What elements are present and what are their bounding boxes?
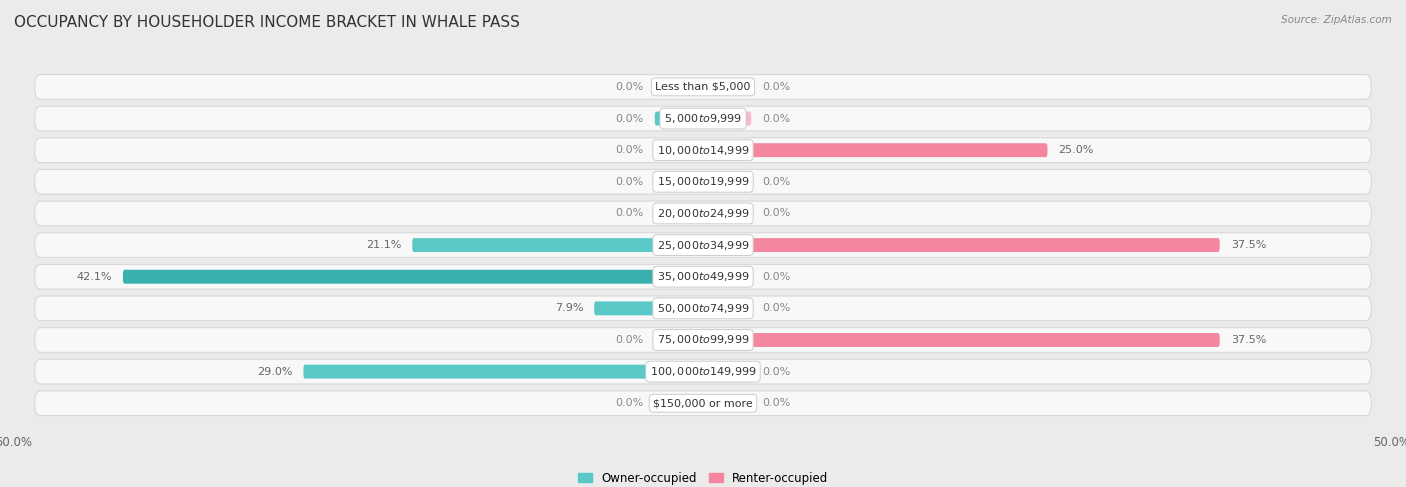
FancyBboxPatch shape (35, 233, 1371, 258)
Text: $20,000 to $24,999: $20,000 to $24,999 (657, 207, 749, 220)
FancyBboxPatch shape (703, 365, 751, 378)
Text: Source: ZipAtlas.com: Source: ZipAtlas.com (1281, 15, 1392, 25)
Text: 0.0%: 0.0% (616, 398, 644, 408)
Text: 0.0%: 0.0% (762, 82, 790, 92)
Text: 37.5%: 37.5% (1230, 240, 1267, 250)
FancyBboxPatch shape (35, 391, 1371, 415)
FancyBboxPatch shape (655, 175, 703, 189)
Text: OCCUPANCY BY HOUSEHOLDER INCOME BRACKET IN WHALE PASS: OCCUPANCY BY HOUSEHOLDER INCOME BRACKET … (14, 15, 520, 30)
FancyBboxPatch shape (703, 270, 751, 283)
FancyBboxPatch shape (703, 396, 751, 410)
Text: 0.0%: 0.0% (616, 335, 644, 345)
FancyBboxPatch shape (703, 333, 1219, 347)
FancyBboxPatch shape (703, 301, 751, 315)
Text: $10,000 to $14,999: $10,000 to $14,999 (657, 144, 749, 157)
FancyBboxPatch shape (595, 301, 703, 315)
Text: 0.0%: 0.0% (762, 177, 790, 187)
FancyBboxPatch shape (35, 328, 1371, 352)
FancyBboxPatch shape (35, 75, 1371, 99)
Text: $100,000 to $149,999: $100,000 to $149,999 (650, 365, 756, 378)
Text: 0.0%: 0.0% (616, 145, 644, 155)
FancyBboxPatch shape (655, 112, 703, 126)
Text: $5,000 to $9,999: $5,000 to $9,999 (664, 112, 742, 125)
Text: 0.0%: 0.0% (762, 272, 790, 281)
FancyBboxPatch shape (304, 365, 703, 378)
Text: 29.0%: 29.0% (257, 367, 292, 376)
Text: 0.0%: 0.0% (762, 398, 790, 408)
FancyBboxPatch shape (655, 80, 703, 94)
FancyBboxPatch shape (35, 138, 1371, 163)
FancyBboxPatch shape (35, 264, 1371, 289)
Text: $15,000 to $19,999: $15,000 to $19,999 (657, 175, 749, 188)
Text: 25.0%: 25.0% (1059, 145, 1094, 155)
Text: 7.9%: 7.9% (554, 303, 583, 313)
FancyBboxPatch shape (35, 296, 1371, 320)
FancyBboxPatch shape (412, 238, 703, 252)
Text: 0.0%: 0.0% (616, 208, 644, 219)
Text: $150,000 or more: $150,000 or more (654, 398, 752, 408)
Text: 37.5%: 37.5% (1230, 335, 1267, 345)
Text: Less than $5,000: Less than $5,000 (655, 82, 751, 92)
Text: 0.0%: 0.0% (762, 367, 790, 376)
FancyBboxPatch shape (35, 201, 1371, 226)
Text: 0.0%: 0.0% (762, 113, 790, 124)
Legend: Owner-occupied, Renter-occupied: Owner-occupied, Renter-occupied (572, 467, 834, 487)
Text: 0.0%: 0.0% (762, 208, 790, 219)
FancyBboxPatch shape (703, 112, 751, 126)
FancyBboxPatch shape (655, 396, 703, 410)
FancyBboxPatch shape (35, 359, 1371, 384)
Text: $35,000 to $49,999: $35,000 to $49,999 (657, 270, 749, 283)
FancyBboxPatch shape (122, 270, 703, 283)
Text: $50,000 to $74,999: $50,000 to $74,999 (657, 302, 749, 315)
FancyBboxPatch shape (703, 238, 1219, 252)
Text: 42.1%: 42.1% (76, 272, 112, 281)
Text: $25,000 to $34,999: $25,000 to $34,999 (657, 239, 749, 252)
FancyBboxPatch shape (655, 143, 703, 157)
FancyBboxPatch shape (703, 143, 1047, 157)
FancyBboxPatch shape (703, 175, 751, 189)
FancyBboxPatch shape (655, 206, 703, 221)
Text: 0.0%: 0.0% (616, 113, 644, 124)
FancyBboxPatch shape (703, 206, 751, 221)
Text: 0.0%: 0.0% (762, 303, 790, 313)
Text: $75,000 to $99,999: $75,000 to $99,999 (657, 334, 749, 346)
FancyBboxPatch shape (35, 106, 1371, 131)
FancyBboxPatch shape (35, 169, 1371, 194)
FancyBboxPatch shape (655, 333, 703, 347)
Text: 21.1%: 21.1% (366, 240, 401, 250)
Text: 0.0%: 0.0% (616, 82, 644, 92)
Text: 0.0%: 0.0% (616, 177, 644, 187)
FancyBboxPatch shape (703, 80, 751, 94)
